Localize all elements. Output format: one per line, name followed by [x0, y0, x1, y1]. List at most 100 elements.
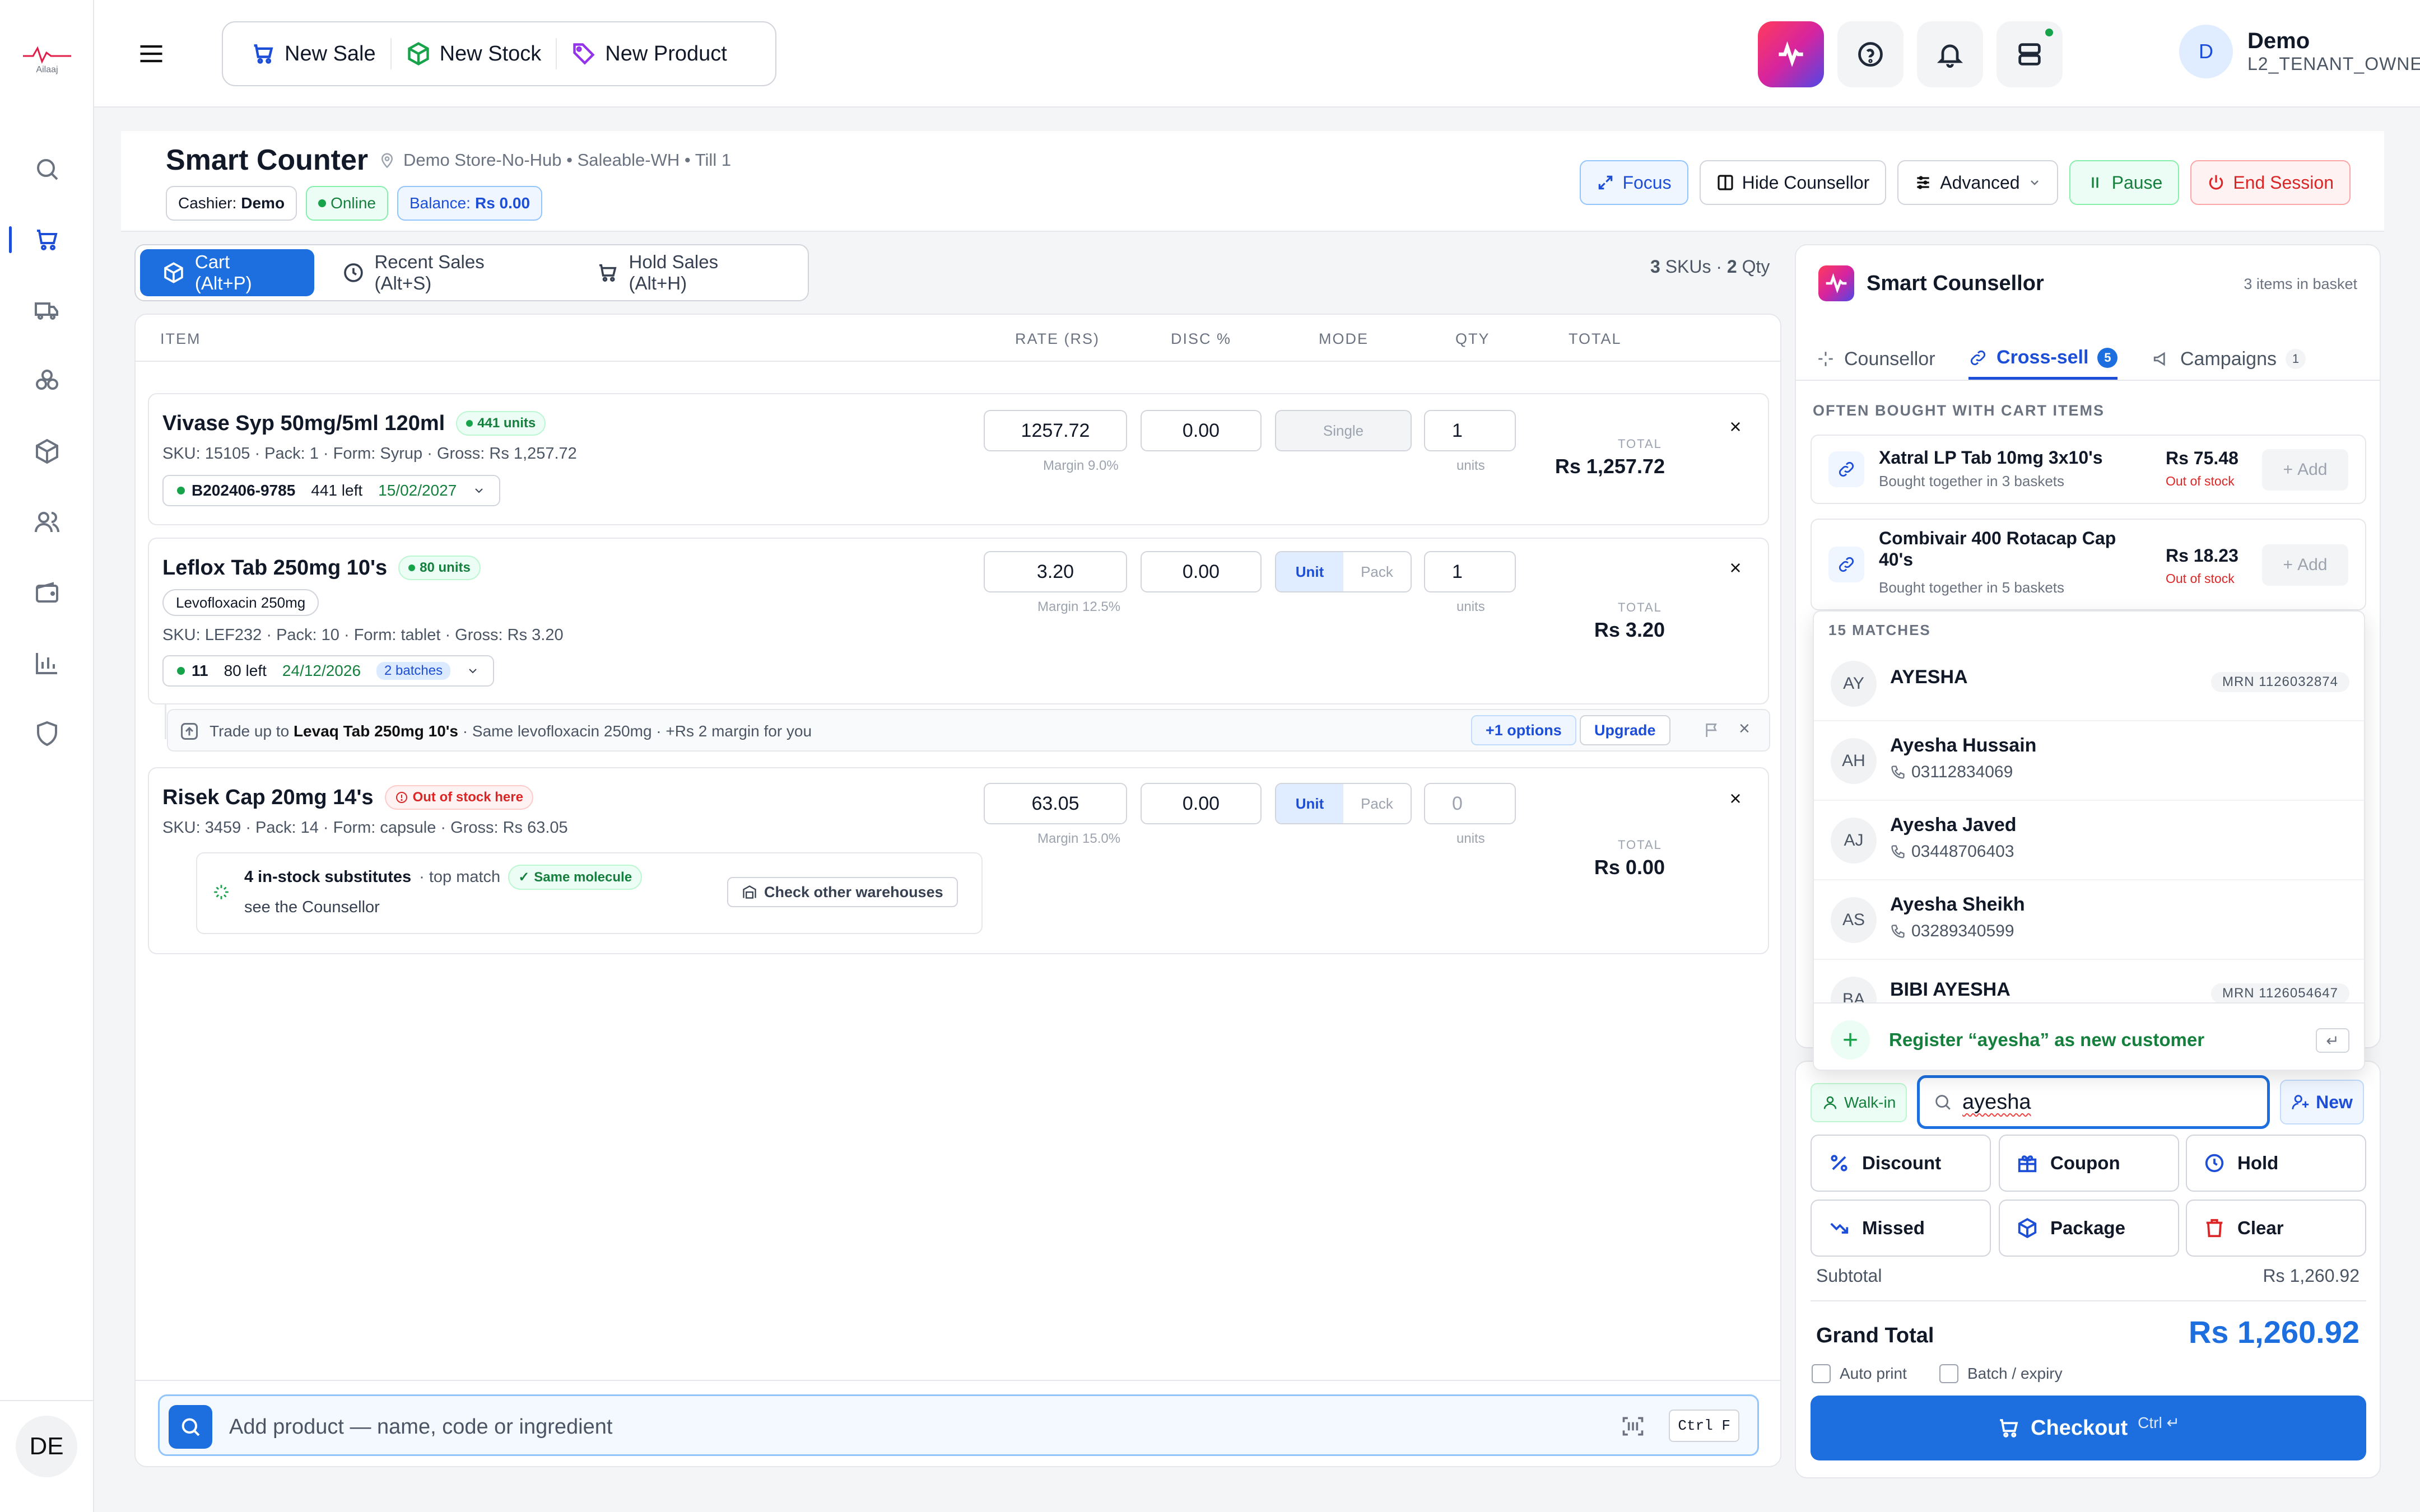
nav-security[interactable]	[29, 716, 65, 752]
package-button[interactable]: Package	[1999, 1200, 2179, 1257]
mode-unit[interactable]: Unit	[1276, 552, 1343, 591]
qty-input[interactable]: 0	[1424, 783, 1516, 824]
qty-input[interactable]: 1	[1424, 410, 1516, 451]
mode-toggle[interactable]: Unit Pack	[1275, 783, 1412, 824]
nav-reports[interactable]	[29, 645, 65, 681]
mode-pack[interactable]: Pack	[1361, 795, 1393, 812]
out-of-stock-text: Out of stock here	[412, 790, 523, 805]
discount-input[interactable]: 0.00	[1141, 783, 1262, 824]
divider	[1811, 1300, 2366, 1301]
user-menu[interactable]: D Demo L2_TENANT_OWNER	[2179, 25, 2420, 78]
clear-button[interactable]: Clear	[2186, 1200, 2366, 1257]
qty-input[interactable]: 1	[1424, 551, 1516, 592]
customer-result[interactable]: AH Ayesha Hussain 03112834069	[1814, 721, 2364, 801]
nav-wallet[interactable]	[29, 575, 65, 610]
pulse-icon	[1779, 41, 1803, 67]
remove-item-button[interactable]: ×	[1729, 415, 1742, 438]
enter-key-icon: ↵	[2316, 1028, 2349, 1053]
barcode-scan-icon[interactable]	[1621, 1414, 1645, 1439]
add-product-bar[interactable]: Add product — name, code or ingredient C…	[158, 1394, 1759, 1456]
remove-item-button[interactable]: ×	[1729, 787, 1742, 810]
rate-input[interactable]: 63.05	[984, 783, 1127, 824]
customer-result[interactable]: AS Ayesha Sheikh 03289340599	[1814, 880, 2364, 960]
end-session-button[interactable]: End Session	[2190, 160, 2351, 205]
profile-avatar[interactable]: DE	[16, 1416, 77, 1477]
batch-selector[interactable]: 11 80 left 24/12/2026 2 batches	[162, 655, 495, 687]
tab-cart[interactable]: Cart (Alt+P)	[140, 249, 314, 296]
add-label: Add	[2297, 556, 2328, 574]
servers-button[interactable]	[1997, 21, 2063, 87]
add-product-input[interactable]: Add product — name, code or ingredient	[229, 1415, 613, 1439]
customer-search-input[interactable]: ayesha	[1917, 1075, 2270, 1129]
mode-unit[interactable]: Unit	[1276, 784, 1343, 823]
nav-products[interactable]	[29, 433, 65, 469]
focus-button[interactable]: Focus	[1580, 160, 1688, 205]
search-button[interactable]	[169, 1405, 212, 1449]
advanced-dropdown[interactable]: Advanced	[1897, 160, 2058, 205]
options-button[interactable]: +1 options	[1471, 715, 1576, 745]
menu-icon[interactable]	[137, 39, 166, 68]
tab-recent-sales[interactable]: Recent Sales (Alt+S)	[320, 249, 569, 296]
plus-icon: +	[1831, 1020, 1870, 1060]
add-cross-sell-button[interactable]: + Add	[2262, 544, 2348, 586]
customer-result[interactable]: AY AYESHA MRN 1126032874	[1814, 647, 2364, 721]
tab-cross-sell[interactable]: Cross-sell 5	[1968, 338, 2118, 380]
discount-input[interactable]: 0.00	[1141, 551, 1262, 592]
batch-selector[interactable]: B202406-9785 441 left 15/02/2027	[162, 475, 501, 506]
batch-number: 11	[192, 662, 208, 679]
notifications-button[interactable]	[1917, 21, 1983, 87]
help-button[interactable]	[1837, 21, 1904, 87]
app-logo[interactable]: Ailaaj	[19, 45, 75, 78]
online-dot	[318, 199, 327, 207]
tag-icon	[573, 43, 595, 65]
pulse-app-button[interactable]	[1758, 21, 1824, 87]
batch-expiry-checkbox[interactable]: Batch / expiry	[1939, 1364, 2063, 1383]
nav-customers[interactable]	[29, 504, 65, 540]
cart-columns: ITEM RATE (RS) DISC % MODE QTY TOTAL	[136, 315, 1780, 362]
alert-icon	[395, 792, 407, 803]
pause-button[interactable]: Pause	[2069, 160, 2180, 205]
upgrade-button[interactable]: Upgrade	[1580, 715, 1670, 745]
nav-sales[interactable]	[9, 222, 65, 258]
tab-campaigns[interactable]: Campaigns 1	[2152, 338, 2306, 380]
new-product-button[interactable]: New Product	[557, 34, 742, 73]
nav-inventory[interactable]	[29, 363, 65, 399]
check-warehouses-button[interactable]: Check other warehouses	[727, 877, 958, 907]
auto-print-checkbox[interactable]: Auto print	[1812, 1364, 1907, 1383]
cross-sell-price: Rs 18.23	[2166, 545, 2238, 566]
new-customer-button[interactable]: New	[2280, 1080, 2364, 1124]
remove-item-button[interactable]: ×	[1729, 556, 1742, 579]
flag-icon[interactable]	[1703, 721, 1721, 739]
hide-counsellor-button[interactable]: Hide Counsellor	[1699, 160, 1887, 205]
item-total: Rs 0.00	[1594, 856, 1665, 879]
missed-button[interactable]: Missed	[1811, 1200, 1991, 1257]
register-label: Register “ayesha” as new customer	[1889, 1029, 2205, 1050]
hold-label: Hold	[2237, 1152, 2279, 1173]
tab-counsellor[interactable]: Counsellor	[1816, 338, 1935, 380]
add-cross-sell-button[interactable]: + Add	[2262, 449, 2348, 491]
nav-search[interactable]	[29, 151, 65, 187]
customer-result[interactable]: AJ Ayesha Javed 03448706403	[1814, 801, 2364, 880]
rate-input[interactable]: 1257.72	[984, 410, 1127, 451]
hold-button[interactable]: Hold	[2186, 1135, 2366, 1192]
new-stock-button[interactable]: New Stock	[392, 34, 556, 73]
new-sale-button[interactable]: New Sale	[236, 34, 390, 73]
mode-pack[interactable]: Pack	[1361, 563, 1393, 580]
dismiss-upgrade-button[interactable]: ×	[1739, 718, 1750, 739]
mode-toggle[interactable]: Unit Pack	[1275, 551, 1412, 592]
item-meta: SKU: 3459 · Pack: 14 · Form: capsule · G…	[162, 819, 568, 837]
grand-total-value: Rs 1,260.92	[2188, 1314, 2360, 1350]
nav-delivery[interactable]	[29, 292, 65, 328]
coupon-button[interactable]: Coupon	[1999, 1135, 2179, 1192]
item-name: Leflox Tab 250mg 10's 80 units	[162, 556, 481, 580]
tab-hold-sales[interactable]: Hold Sales (Alt+H)	[574, 249, 803, 296]
balance-label: Balance:	[409, 194, 471, 212]
user-icon	[1823, 1096, 1837, 1109]
rate-input[interactable]: 3.20	[984, 551, 1127, 592]
discount-input[interactable]: 0.00	[1141, 410, 1262, 451]
walk-in-button[interactable]: Walk-in	[1811, 1083, 1907, 1122]
register-customer-option[interactable]: + Register “ayesha” as new customer ↵	[1814, 1002, 2364, 1070]
checkout-button[interactable]: Checkout Ctrl ↵	[1811, 1396, 2366, 1460]
batch-expiry: 15/02/2027	[378, 482, 457, 499]
discount-button[interactable]: Discount	[1811, 1135, 1991, 1192]
